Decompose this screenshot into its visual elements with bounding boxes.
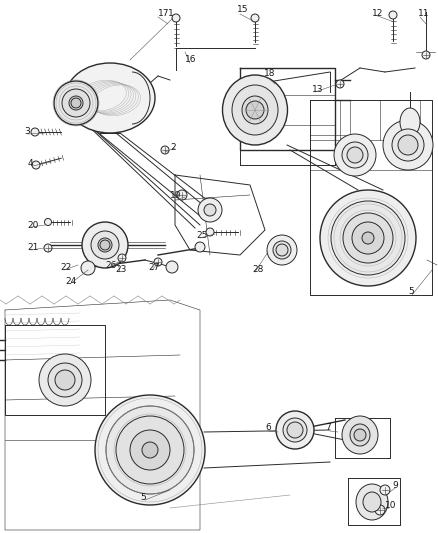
Circle shape: [362, 232, 374, 244]
Ellipse shape: [69, 96, 83, 110]
Circle shape: [352, 222, 384, 254]
Text: 11: 11: [418, 9, 430, 18]
Text: 15: 15: [237, 5, 248, 14]
Circle shape: [422, 51, 430, 59]
Ellipse shape: [39, 354, 91, 406]
Ellipse shape: [65, 63, 155, 133]
Ellipse shape: [267, 235, 297, 265]
Ellipse shape: [320, 190, 416, 286]
Ellipse shape: [223, 75, 287, 145]
Text: 18: 18: [264, 69, 276, 77]
Circle shape: [166, 261, 178, 273]
Circle shape: [389, 11, 397, 19]
Ellipse shape: [54, 81, 98, 125]
Circle shape: [118, 254, 126, 262]
Text: 4: 4: [28, 158, 34, 167]
Ellipse shape: [273, 241, 291, 259]
Circle shape: [55, 370, 75, 390]
Text: 12: 12: [372, 9, 383, 18]
Ellipse shape: [242, 96, 268, 124]
Ellipse shape: [106, 406, 194, 494]
Circle shape: [100, 240, 110, 250]
Ellipse shape: [342, 416, 378, 454]
Circle shape: [172, 14, 180, 22]
Circle shape: [251, 14, 259, 22]
Text: 13: 13: [312, 85, 324, 94]
Ellipse shape: [62, 89, 90, 117]
Circle shape: [44, 244, 52, 252]
Circle shape: [71, 98, 81, 108]
Ellipse shape: [82, 222, 128, 268]
Ellipse shape: [48, 363, 82, 397]
Circle shape: [142, 442, 158, 458]
Circle shape: [81, 261, 95, 275]
Ellipse shape: [383, 120, 433, 170]
Ellipse shape: [276, 411, 314, 449]
Circle shape: [161, 146, 169, 154]
Text: 16: 16: [185, 55, 197, 64]
Text: 5: 5: [408, 287, 414, 296]
Text: 9: 9: [392, 481, 398, 489]
Text: 21: 21: [27, 243, 39, 252]
Circle shape: [380, 485, 390, 495]
Circle shape: [287, 422, 303, 438]
Text: 27: 27: [148, 263, 159, 272]
Ellipse shape: [363, 492, 381, 512]
Ellipse shape: [91, 231, 119, 259]
Text: 10: 10: [385, 502, 396, 511]
Circle shape: [154, 258, 162, 266]
Circle shape: [398, 135, 418, 155]
Circle shape: [336, 80, 344, 88]
Circle shape: [130, 430, 170, 470]
Text: 24: 24: [65, 278, 76, 287]
Text: 5: 5: [140, 494, 146, 503]
Ellipse shape: [331, 201, 405, 275]
Ellipse shape: [392, 129, 424, 161]
Text: 19: 19: [170, 191, 181, 200]
Text: 22: 22: [60, 263, 71, 272]
Text: 3: 3: [24, 126, 30, 135]
Ellipse shape: [400, 108, 420, 136]
Circle shape: [195, 242, 205, 252]
Circle shape: [31, 128, 39, 136]
Ellipse shape: [356, 484, 388, 520]
Ellipse shape: [342, 142, 368, 168]
Ellipse shape: [350, 424, 370, 446]
Circle shape: [206, 228, 214, 236]
Circle shape: [347, 147, 363, 163]
Circle shape: [177, 190, 187, 200]
Ellipse shape: [334, 134, 376, 176]
Text: 20: 20: [27, 221, 39, 230]
Circle shape: [354, 429, 366, 441]
Text: 17: 17: [158, 9, 170, 18]
Text: 6: 6: [265, 424, 271, 432]
Circle shape: [32, 161, 40, 169]
Circle shape: [45, 219, 52, 225]
Text: 26: 26: [105, 261, 117, 270]
Ellipse shape: [98, 238, 112, 252]
Ellipse shape: [232, 85, 278, 135]
Text: 1: 1: [168, 9, 174, 18]
Ellipse shape: [283, 418, 307, 442]
Circle shape: [375, 505, 385, 515]
Text: 23: 23: [115, 265, 127, 274]
Circle shape: [246, 101, 264, 119]
Circle shape: [204, 204, 216, 216]
Text: 28: 28: [252, 265, 263, 274]
Circle shape: [276, 244, 288, 256]
Ellipse shape: [95, 395, 205, 505]
Text: 2: 2: [170, 143, 176, 152]
Ellipse shape: [116, 416, 184, 484]
Circle shape: [198, 198, 222, 222]
Ellipse shape: [343, 213, 393, 263]
Text: 25: 25: [196, 230, 207, 239]
Text: 7: 7: [325, 424, 331, 432]
